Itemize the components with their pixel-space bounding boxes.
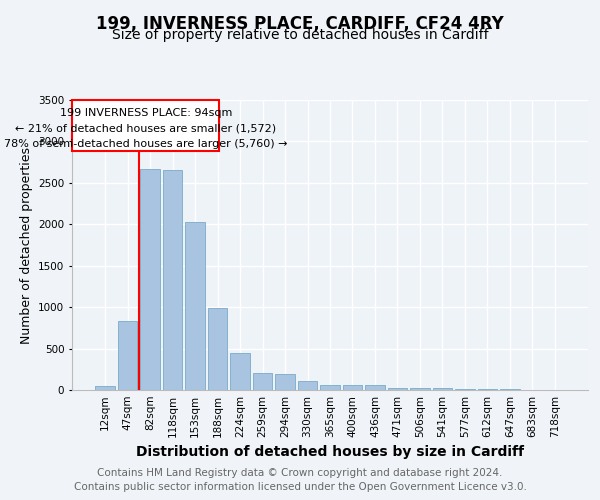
Text: ← 21% of detached houses are smaller (1,572): ← 21% of detached houses are smaller (1,… <box>15 124 276 134</box>
Bar <box>95 386 115 390</box>
Text: Contains public sector information licensed under the Open Government Licence v3: Contains public sector information licen… <box>74 482 526 492</box>
Bar <box>410 388 430 390</box>
Text: Contains HM Land Registry data © Crown copyright and database right 2024.: Contains HM Land Registry data © Crown c… <box>97 468 503 477</box>
Y-axis label: Number of detached properties: Number of detached properties <box>20 146 32 344</box>
Bar <box>388 388 407 390</box>
Bar <box>208 308 227 390</box>
Bar <box>478 389 497 390</box>
Bar <box>320 385 340 390</box>
Bar <box>185 222 205 390</box>
Bar <box>343 385 362 390</box>
X-axis label: Distribution of detached houses by size in Cardiff: Distribution of detached houses by size … <box>136 446 524 460</box>
Text: 199, INVERNESS PLACE, CARDIFF, CF24 4RY: 199, INVERNESS PLACE, CARDIFF, CF24 4RY <box>96 15 504 33</box>
Bar <box>253 374 272 390</box>
Bar <box>230 352 250 390</box>
Bar <box>365 386 385 390</box>
Bar <box>163 170 182 390</box>
Bar <box>298 381 317 390</box>
Text: Size of property relative to detached houses in Cardiff: Size of property relative to detached ho… <box>112 28 488 42</box>
Text: 78% of semi-detached houses are larger (5,760) →: 78% of semi-detached houses are larger (… <box>4 138 287 148</box>
Bar <box>455 389 475 390</box>
Bar <box>433 388 452 390</box>
Bar <box>275 374 295 390</box>
Bar <box>118 321 137 390</box>
Text: 199 INVERNESS PLACE: 94sqm: 199 INVERNESS PLACE: 94sqm <box>59 108 232 118</box>
Bar <box>140 169 160 390</box>
